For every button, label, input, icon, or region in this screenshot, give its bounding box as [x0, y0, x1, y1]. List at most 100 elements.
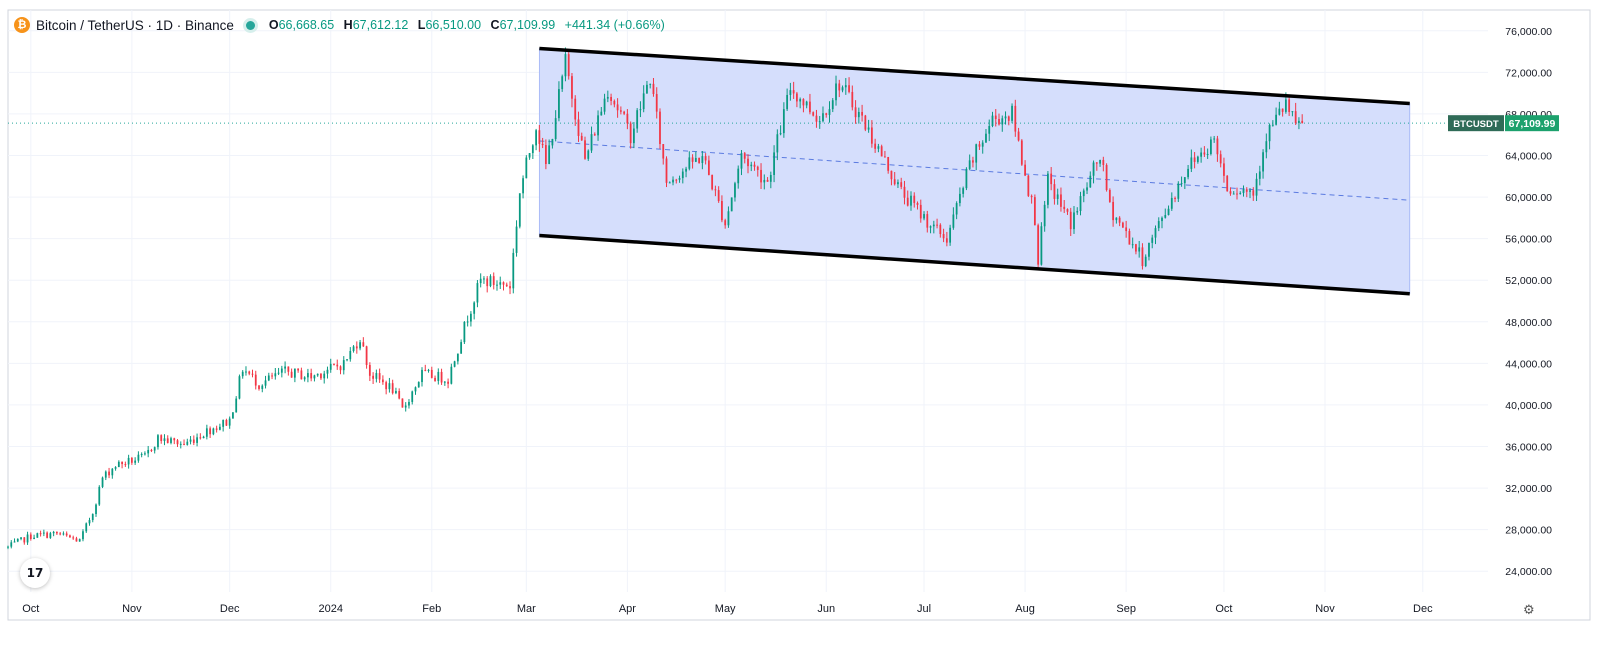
candle-body	[1053, 184, 1056, 199]
candle-body	[1047, 173, 1049, 205]
candle-body	[163, 438, 166, 442]
candle-body	[486, 278, 489, 287]
gear-icon[interactable]: ⚙	[1523, 602, 1535, 617]
candle-body	[606, 96, 609, 99]
candle-body	[828, 109, 831, 115]
tradingview-logo-icon[interactable]: 17	[20, 558, 50, 588]
candle-body	[779, 133, 782, 135]
candle-body	[313, 375, 316, 379]
candle-body	[395, 391, 397, 394]
candle-body	[320, 373, 322, 379]
candle-body	[688, 157, 691, 169]
candle-body	[1063, 206, 1066, 210]
y-tick-label: 72,000.00	[1505, 67, 1552, 79]
candle-body	[134, 460, 137, 463]
candle-body	[267, 375, 270, 381]
candle-body	[496, 284, 498, 286]
candle-body	[1216, 138, 1219, 155]
candle-body	[42, 532, 45, 534]
candle-body	[378, 373, 381, 380]
candle-body	[678, 178, 681, 180]
candle-body	[153, 447, 156, 451]
candle-body	[209, 428, 212, 435]
x-tick-label: Feb	[422, 603, 441, 615]
candle-body	[78, 539, 81, 542]
candle-body	[1040, 226, 1043, 265]
candle-body	[747, 158, 749, 167]
candle-body	[1007, 116, 1010, 121]
candle-body	[792, 90, 795, 94]
y-tick-label: 24,000.00	[1505, 566, 1552, 578]
candle-body	[333, 363, 335, 365]
candle-body	[1265, 141, 1268, 153]
candle-body	[1200, 152, 1203, 157]
candle-body	[1239, 192, 1242, 194]
candle-body	[271, 375, 273, 377]
candle-body	[838, 83, 841, 91]
candle-body	[548, 145, 551, 164]
candle-body	[1157, 221, 1160, 229]
candle-body	[1086, 187, 1088, 191]
candle-body	[1177, 183, 1180, 199]
candle-body	[307, 373, 309, 378]
candle-body	[593, 134, 596, 136]
x-tick-label: Jun	[817, 603, 835, 615]
candle-body	[551, 139, 554, 146]
candle-body	[228, 418, 231, 426]
candle-body	[362, 342, 365, 347]
candle-body	[417, 382, 420, 388]
candle-body	[385, 382, 388, 390]
market-status-icon[interactable]	[245, 20, 255, 30]
candle-body	[46, 532, 49, 538]
candle-body	[1174, 197, 1176, 199]
candle-body	[290, 371, 293, 378]
candle-body	[157, 435, 159, 448]
candle-body	[512, 252, 515, 289]
candle-body	[1001, 118, 1004, 125]
candle-body	[636, 110, 639, 129]
candle-body	[740, 153, 743, 169]
candle-body	[1138, 247, 1141, 252]
candle-body	[900, 182, 903, 187]
x-tick-label: Nov	[122, 603, 142, 615]
candle-body	[460, 342, 463, 354]
candle-body	[352, 346, 355, 351]
candle-body	[202, 436, 205, 439]
y-tick-label: 32,000.00	[1505, 483, 1552, 495]
candle-body	[49, 533, 52, 538]
candle-body	[29, 534, 32, 539]
candle-body	[95, 504, 97, 515]
candle-body	[1193, 157, 1196, 162]
candle-body	[183, 443, 185, 445]
candle-body	[756, 166, 759, 170]
candle-body	[522, 178, 524, 194]
candle-body	[205, 428, 208, 437]
candle-body	[1017, 131, 1020, 141]
y-tick-label: 56,000.00	[1505, 234, 1552, 246]
candle-body	[36, 533, 39, 538]
candle-body	[626, 113, 629, 124]
candle-body	[812, 112, 815, 116]
candle-body	[968, 160, 971, 169]
candle-body	[248, 371, 251, 374]
candle-body	[1180, 183, 1183, 185]
candle-body	[1004, 116, 1007, 119]
candle-body	[225, 419, 228, 426]
candle-body	[1167, 208, 1170, 216]
candle-body	[877, 146, 880, 149]
candle-body	[577, 119, 580, 136]
low-key: L	[417, 18, 426, 32]
candle-body	[1151, 237, 1154, 243]
candle-body	[681, 171, 684, 179]
candle-body	[264, 380, 267, 386]
symbol-title[interactable]: Bitcoin / TetherUS · 1D · Binance	[36, 17, 234, 33]
candle-body	[1079, 196, 1082, 212]
candle-body	[525, 157, 528, 179]
candle-body	[825, 113, 828, 115]
candle-body	[1099, 159, 1101, 164]
candle-body	[603, 98, 606, 112]
candle-body	[760, 169, 762, 183]
candle-body	[717, 190, 720, 202]
candle-body	[587, 150, 590, 159]
